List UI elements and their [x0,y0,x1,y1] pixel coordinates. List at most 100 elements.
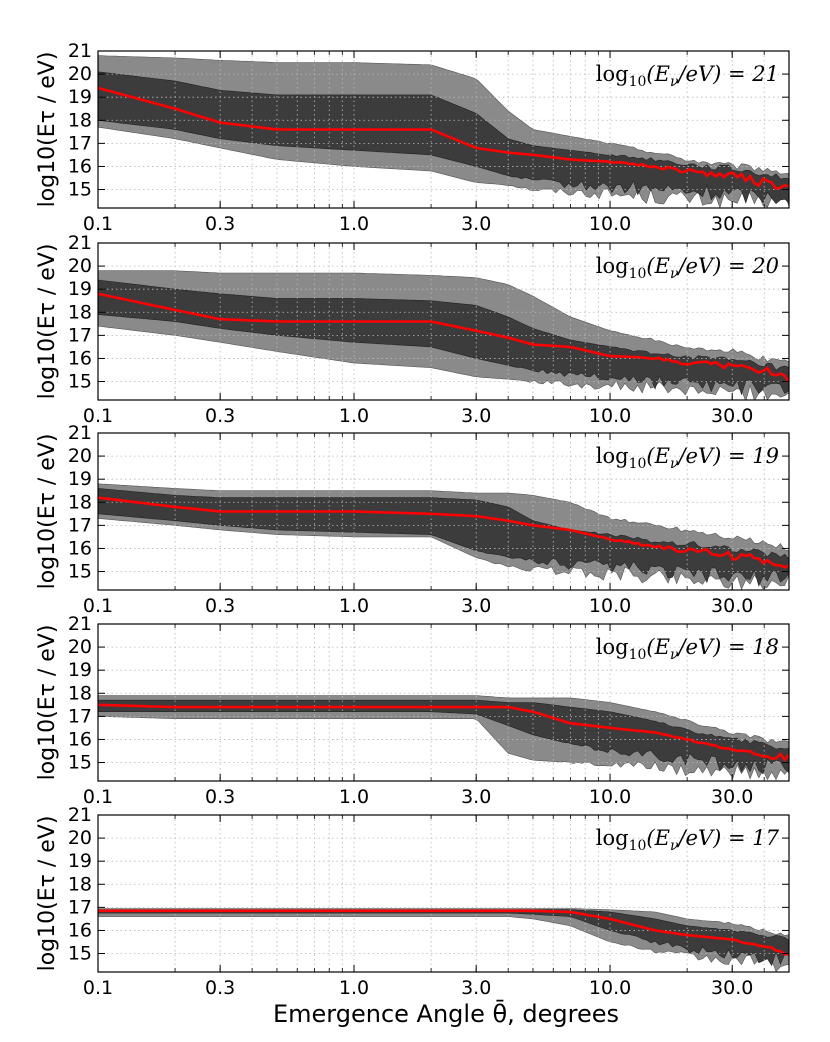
x-tick-label: 1.0 [339,977,369,999]
y-tick-label: 18 [68,873,92,895]
x-tick-label: 0.1 [83,595,113,617]
y-axis-label: log10(Eτ / eV) [35,625,60,781]
panel-energy-label: log10(Eν/eV) = 17 [596,826,780,854]
x-tick-label: 0.1 [83,977,113,999]
x-tick-label: 3.0 [461,405,491,427]
panel-frame [97,814,790,973]
y-tick-label: 19 [68,850,92,872]
grid [98,624,789,781]
grid [98,243,789,400]
y-tick-label: 20 [68,255,92,277]
inner-band [98,699,789,775]
x-tick-label: 3.0 [461,786,491,808]
y-tick-label: 21 [68,232,92,254]
y-tick-label: 15 [68,943,92,965]
x-tick-label: 1.0 [339,786,369,808]
x-tick-label: 30.0 [711,405,753,427]
x-tick-label: 0.3 [205,977,235,999]
median-line [98,86,789,191]
panel-energy-label: log10(Eν/eV) = 18 [596,635,779,663]
median-line [98,703,789,763]
x-tick-label: 30.0 [711,213,753,235]
grid [98,815,789,972]
y-tick-label: 19 [68,86,92,108]
median-line [98,909,789,956]
grid [98,51,789,208]
x-tick-label: 1.0 [339,595,369,617]
x-tick-label: 0.3 [205,213,235,235]
x-tick-label: 10.0 [589,977,631,999]
x-tick-label: 30.0 [711,786,753,808]
y-tick-label: 21 [68,613,92,635]
y-tick-label: 16 [68,537,92,559]
y-tick-label: 15 [68,371,92,393]
y-tick-label: 18 [68,301,92,323]
y-tick-label: 16 [68,347,92,369]
y-tick-label: 20 [68,827,92,849]
x-tick-label: 30.0 [711,977,753,999]
y-tick-label: 21 [68,422,92,444]
y-tick-label: 19 [68,659,92,681]
y-tick-label: 21 [68,40,92,62]
y-tick-label: 19 [68,278,92,300]
panel-frame [97,432,790,591]
x-tick-label: 1.0 [339,405,369,427]
y-tick-label: 18 [68,491,92,513]
y-axis-label: log10(Eτ / eV) [35,816,60,972]
y-tick-label: 18 [68,682,92,704]
y-tick-label: 16 [68,728,92,750]
x-tick-label: 10.0 [589,405,631,427]
y-tick-label: 19 [68,468,92,490]
x-tick-label: 0.3 [205,405,235,427]
panel-energy-label: log10(Eν/eV) = 19 [596,444,779,472]
y-tick-label: 18 [68,109,92,131]
y-tick-label: 17 [68,132,92,154]
y-axis-label: log10(Eτ / eV) [35,244,60,400]
y-tick-label: 15 [68,561,92,583]
y-tick-label: 17 [68,896,92,918]
x-tick-label: 10.0 [589,213,631,235]
y-tick-label: 17 [68,705,92,727]
inner-band [98,279,789,396]
median-line [98,496,789,569]
x-tick-label: 0.1 [83,405,113,427]
panel-energy-label: log10(Eν/eV) = 21 [596,62,779,90]
panel-frame [97,623,790,782]
panel-frame [97,50,790,209]
y-tick-label: 17 [68,324,92,346]
x-axis-label: Emergence Angle θ̄, degrees [273,999,619,1028]
y-tick-label: 15 [68,179,92,201]
x-tick-label: 30.0 [711,595,753,617]
x-tick-label: 3.0 [461,595,491,617]
x-tick-label: 0.1 [83,213,113,235]
inner-band [98,71,789,205]
x-tick-label: 3.0 [461,977,491,999]
y-tick-label: 20 [68,636,92,658]
panel-energy-label: log10(Eν/eV) = 20 [596,254,779,282]
y-tick-label: 16 [68,919,92,941]
x-tick-label: 0.3 [205,595,235,617]
y-tick-label: 15 [68,752,92,774]
median-line [98,292,789,384]
y-tick-label: 20 [68,445,92,467]
panel-frame [97,242,790,401]
x-tick-label: 0.1 [83,786,113,808]
x-tick-label: 10.0 [589,595,631,617]
y-axis-label: log10(Eτ / eV) [35,434,60,590]
y-axis-label: log10(Eτ / eV) [35,52,60,208]
x-tick-label: 1.0 [339,213,369,235]
x-tick-label: 0.3 [205,786,235,808]
y-tick-label: 20 [68,63,92,85]
y-tick-label: 21 [68,804,92,826]
x-tick-label: 10.0 [589,786,631,808]
x-tick-label: 3.0 [461,213,491,235]
y-tick-label: 16 [68,155,92,177]
y-tick-label: 17 [68,514,92,536]
